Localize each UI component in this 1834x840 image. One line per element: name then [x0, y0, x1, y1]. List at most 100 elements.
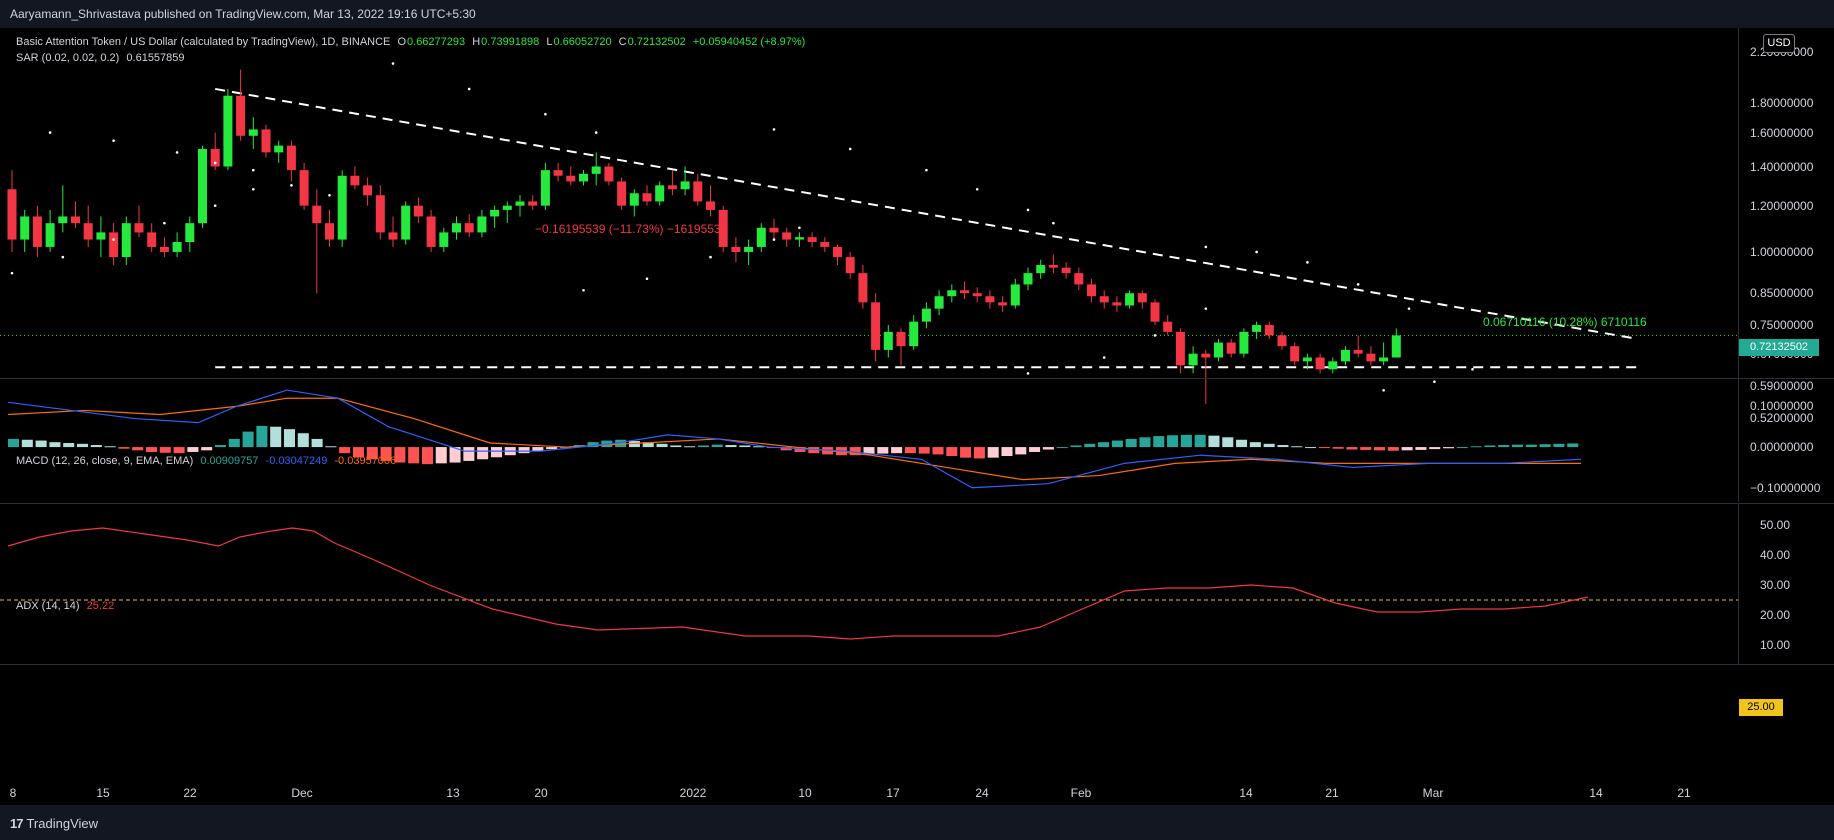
macd-histogram-bar — [1084, 443, 1096, 448]
macd-histogram-bar — [1277, 445, 1289, 448]
macd-histogram-bar — [1553, 443, 1565, 448]
candle-body — [1188, 353, 1198, 366]
macd-line — [7, 389, 1582, 489]
adx-tick-label: 20.00 — [1760, 608, 1791, 622]
candle-body — [896, 331, 906, 347]
candle-body — [248, 129, 258, 136]
candle-body — [1125, 293, 1135, 306]
macd-histogram-bar — [8, 438, 20, 448]
sar-dot — [1382, 389, 1385, 392]
candle-body — [1379, 357, 1389, 362]
symbol-title: Basic Attention Token / US Dollar (calcu… — [16, 36, 391, 48]
chart-svg[interactable] — [0, 0, 1738, 805]
adx-threshold-tag: 25.00 — [1739, 699, 1783, 716]
macd-tick-label: 0.00000000 — [1750, 440, 1814, 455]
sar-dot — [1026, 372, 1030, 375]
macd-histogram-bar — [1525, 444, 1537, 448]
sar-dot — [10, 271, 14, 275]
candle-body — [261, 129, 271, 153]
sar-dot — [328, 193, 331, 197]
macd-histogram-bar — [1374, 447, 1386, 451]
candle-body — [1391, 335, 1401, 358]
macd-histogram-bar — [987, 447, 999, 458]
sar-dot — [467, 87, 471, 91]
candle-body — [172, 241, 182, 252]
sar-dot — [112, 238, 115, 241]
candle-body — [109, 232, 119, 258]
adx-tick-label: 50.00 — [1760, 518, 1791, 532]
candle-body — [617, 181, 627, 206]
adx-legend[interactable]: ADX (14, 14) 25.22 — [16, 600, 118, 612]
candle-body — [731, 246, 741, 252]
macd-axis[interactable] — [1738, 379, 1834, 502]
macd-histogram-bar — [518, 447, 530, 454]
time-tick-label: 21 — [1325, 786, 1339, 800]
candle-body — [1036, 264, 1046, 274]
candle-body — [210, 148, 220, 167]
candle-body — [1087, 284, 1096, 297]
sar-dot — [1204, 307, 1208, 310]
macd-histogram-bar — [63, 443, 75, 448]
macd-histogram-bar — [960, 447, 972, 458]
sar-dot — [213, 204, 217, 207]
adx-value: 25.22 — [86, 600, 115, 612]
macd-histogram-bar — [546, 447, 558, 450]
candle-body — [1353, 349, 1363, 354]
sar-dot — [175, 151, 179, 154]
macd-histogram-bar — [118, 447, 130, 449]
symbol-legend[interactable]: Basic Attention Token / US Dollar (calcu… — [16, 36, 809, 48]
candle-body — [629, 193, 639, 206]
candle-body — [515, 201, 525, 206]
time-tick-label: 15 — [96, 786, 110, 800]
candle-body — [528, 201, 538, 206]
candle-body — [236, 95, 246, 136]
currency-button[interactable]: USD — [1763, 34, 1795, 53]
adx-axis[interactable] — [1738, 504, 1834, 664]
macd-histogram-bar — [366, 447, 378, 460]
macd-histogram-bar — [1098, 442, 1110, 448]
macd-histogram-bar — [863, 447, 875, 455]
sar-dot — [544, 112, 547, 116]
sar-dot — [213, 161, 217, 165]
candle-body — [1302, 357, 1312, 362]
sar-dot — [1255, 250, 1258, 254]
macd-histogram-bar — [794, 447, 806, 452]
macd-histogram-bar — [1498, 445, 1510, 448]
macd-histogram-bar — [1194, 434, 1206, 448]
price-axis[interactable] — [1738, 28, 1834, 378]
price-tick-label: 0.85000000 — [1750, 286, 1814, 301]
candle-body — [540, 170, 550, 206]
macd-histogram-bar — [283, 429, 296, 448]
candle-body — [1061, 267, 1071, 274]
macd-histogram-bar — [90, 445, 102, 448]
macd-histogram-bar — [1484, 445, 1496, 448]
time-tick-label: 14 — [1589, 786, 1603, 800]
candle-body — [1315, 357, 1325, 370]
macd-histogram-bar — [1443, 447, 1455, 449]
macd-histogram-bar — [145, 447, 158, 452]
down-measure-label: −0.16195539 (−11.73%) −16195539 — [535, 222, 728, 236]
macd-histogram-bar — [297, 433, 309, 448]
candle-body — [1163, 321, 1173, 332]
macd-histogram-bar — [21, 439, 33, 448]
candle-body — [147, 232, 157, 247]
candle-body — [198, 148, 207, 224]
macd-histogram-bar — [49, 442, 61, 448]
macd-legend[interactable]: MACD (12, 26, close, 9, EMA, EMA) 0.0090… — [16, 455, 400, 467]
macd-histogram-bar — [1401, 447, 1413, 451]
ohlc-open-label: O — [397, 36, 407, 48]
time-tick-label: 8 — [9, 786, 17, 800]
macd-histogram-bar — [918, 447, 930, 454]
tradingview-brand[interactable]: 17 TradingView — [10, 816, 98, 831]
candle-body — [960, 290, 969, 294]
sar-label: SAR (0.02, 0.02, 0.2) — [16, 52, 120, 64]
candle-body — [274, 145, 284, 153]
candle-body — [134, 223, 144, 233]
candle-body — [1074, 273, 1084, 285]
macd-histogram-bar — [187, 447, 199, 452]
candle-body — [680, 181, 690, 190]
candle-body — [32, 216, 42, 247]
candle-body — [934, 296, 944, 309]
sar-legend[interactable]: SAR (0.02, 0.02, 0.2) 0.61557859 — [16, 52, 189, 64]
candle-body — [1201, 353, 1211, 358]
